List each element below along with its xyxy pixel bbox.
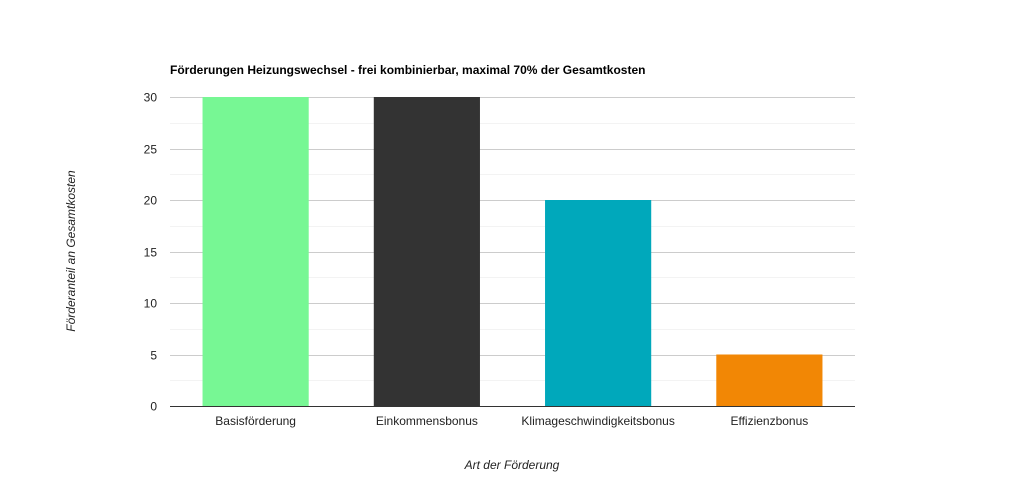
y-tick-label: 15 [144, 246, 158, 260]
y-tick-label: 5 [150, 349, 157, 363]
x-tick-label: Effizienzbonus [730, 414, 808, 428]
y-tick-label: 25 [144, 143, 158, 157]
x-tick-label: Klimageschwindigkeitsbonus [521, 414, 674, 428]
y-axis-title: Förderanteil an Gesamtkosten [64, 170, 78, 332]
bar [545, 200, 652, 406]
x-tick-label: Basisförderung [215, 414, 296, 428]
y-tick-labels: 0 5 10 15 20 25 30 [144, 91, 158, 414]
y-tick-label: 20 [144, 194, 158, 208]
bar [373, 97, 480, 406]
bar [716, 354, 823, 406]
x-tick-labels: Basisförderung Einkommensbonus Klimageschw… [215, 414, 808, 428]
chart-title: Förderungen Heizungswechsel - frei kombi… [170, 63, 645, 77]
y-tick-label: 30 [144, 91, 158, 105]
y-tick-label: 0 [150, 400, 157, 414]
bar-layer [202, 97, 823, 406]
y-tick-label: 10 [144, 297, 158, 311]
bar [202, 97, 309, 406]
x-tick-label: Einkommensbonus [376, 414, 478, 428]
x-axis-title: Art der Förderung [464, 458, 560, 472]
